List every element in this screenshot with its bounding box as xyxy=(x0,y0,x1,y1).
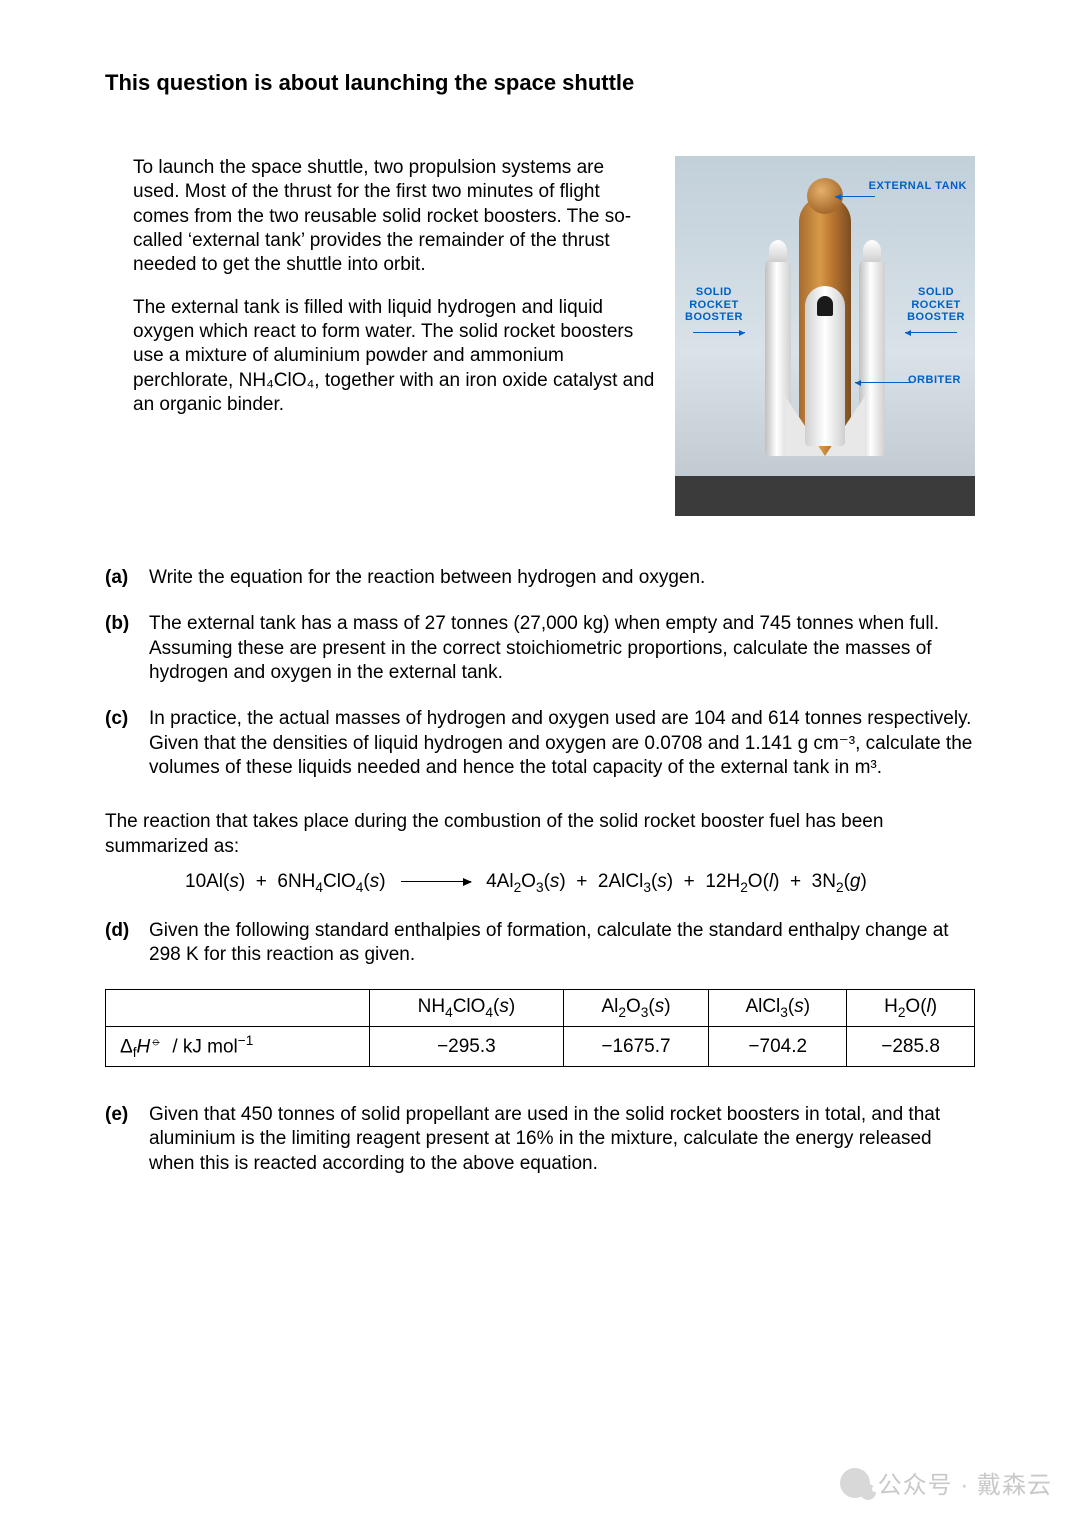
table-cell: −285.8 xyxy=(847,1027,975,1067)
question-b: (b) The external tank has a mass of 27 t… xyxy=(105,612,975,685)
wechat-icon xyxy=(840,1468,870,1498)
table-row: ΔfH⦵ / kJ mol−1 −295.3 −1675.7 −704.2 −2… xyxy=(106,1027,975,1067)
question-list: (a) Write the equation for the reaction … xyxy=(105,566,975,780)
question-e: (e) Given that 450 tonnes of solid prope… xyxy=(105,1103,975,1176)
table-row: NH4ClO4(s) Al2O3(s) AlCl3(s) H2O(l) xyxy=(106,990,975,1027)
watermark-text: 公众号 · 戴森云 xyxy=(878,1465,1052,1500)
mid-paragraph: The reaction that takes place during the… xyxy=(105,810,975,859)
table-header-3: AlCl3(s) xyxy=(709,990,847,1027)
intro-paragraph-2: The external tank is filled with liquid … xyxy=(133,296,655,418)
table-cell: −704.2 xyxy=(709,1027,847,1067)
question-a-body: Write the equation for the reaction betw… xyxy=(149,566,975,590)
question-a-label: (a) xyxy=(105,566,149,590)
label-external-tank: EXTERNAL TANK xyxy=(869,180,967,193)
intro-text: To launch the space shuttle, two propuls… xyxy=(105,156,655,516)
watermark: 公众号 · 戴森云 xyxy=(840,1465,1052,1500)
table-cell: −1675.7 xyxy=(563,1027,709,1067)
question-list-2: (d) Given the following standard enthalp… xyxy=(105,919,975,968)
table-header-2: Al2O3(s) xyxy=(563,990,709,1027)
table-header-1: NH4ClO4(s) xyxy=(370,990,564,1027)
question-d: (d) Given the following standard enthalp… xyxy=(105,919,975,968)
question-b-label: (b) xyxy=(105,612,149,685)
question-a: (a) Write the equation for the reaction … xyxy=(105,566,975,590)
table-row-header: ΔfH⦵ / kJ mol−1 xyxy=(106,1027,370,1067)
question-c-label: (c) xyxy=(105,707,149,780)
intro-paragraph-1: To launch the space shuttle, two propuls… xyxy=(133,156,655,278)
page: This question is about launching the spa… xyxy=(0,0,1080,1528)
shuttle-figure: EXTERNAL TANK SOLID ROCKET BOOSTER SOLID… xyxy=(675,156,975,516)
arrow-orbiter xyxy=(855,382,911,383)
table-header-4: H2O(l) xyxy=(847,990,975,1027)
question-e-body: Given that 450 tonnes of solid propellan… xyxy=(149,1103,975,1176)
question-c: (c) In practice, the actual masses of hy… xyxy=(105,707,975,780)
intro-row: To launch the space shuttle, two propuls… xyxy=(105,156,975,516)
label-srb-left: SOLID ROCKET BOOSTER xyxy=(685,286,743,324)
equation-rhs: 4Al2O3(s) + 2AlCl3(s) + 12H2O(l) + 3N2(g… xyxy=(486,871,867,892)
arrow-srb-right xyxy=(905,332,957,333)
reaction-arrow-icon xyxy=(401,881,471,882)
question-d-label: (d) xyxy=(105,919,149,968)
table-cell: −295.3 xyxy=(370,1027,564,1067)
arrow-srb-left xyxy=(693,332,745,333)
arrow-external-tank xyxy=(835,196,875,197)
question-list-3: (e) Given that 450 tonnes of solid prope… xyxy=(105,1103,975,1176)
reaction-equation: 10Al(s) + 6NH4ClO4(s) 4Al2O3(s) + 2AlCl3… xyxy=(105,871,975,895)
question-d-body: Given the following standard enthalpies … xyxy=(149,919,975,968)
question-e-label: (e) xyxy=(105,1103,149,1176)
label-orbiter: ORBITER xyxy=(908,374,961,387)
equation-lhs: 10Al(s) + 6NH4ClO4(s) xyxy=(185,871,386,892)
label-srb-right: SOLID ROCKET BOOSTER xyxy=(907,286,965,324)
orbiter xyxy=(805,286,845,446)
enthalpy-table: NH4ClO4(s) Al2O3(s) AlCl3(s) H2O(l) ΔfH⦵… xyxy=(105,989,975,1067)
shuttle-graphic xyxy=(745,196,905,496)
question-c-body: In practice, the actual masses of hydrog… xyxy=(149,707,975,780)
table-header-blank xyxy=(106,990,370,1027)
page-title: This question is about launching the spa… xyxy=(105,70,975,96)
question-b-body: The external tank has a mass of 27 tonne… xyxy=(149,612,975,685)
